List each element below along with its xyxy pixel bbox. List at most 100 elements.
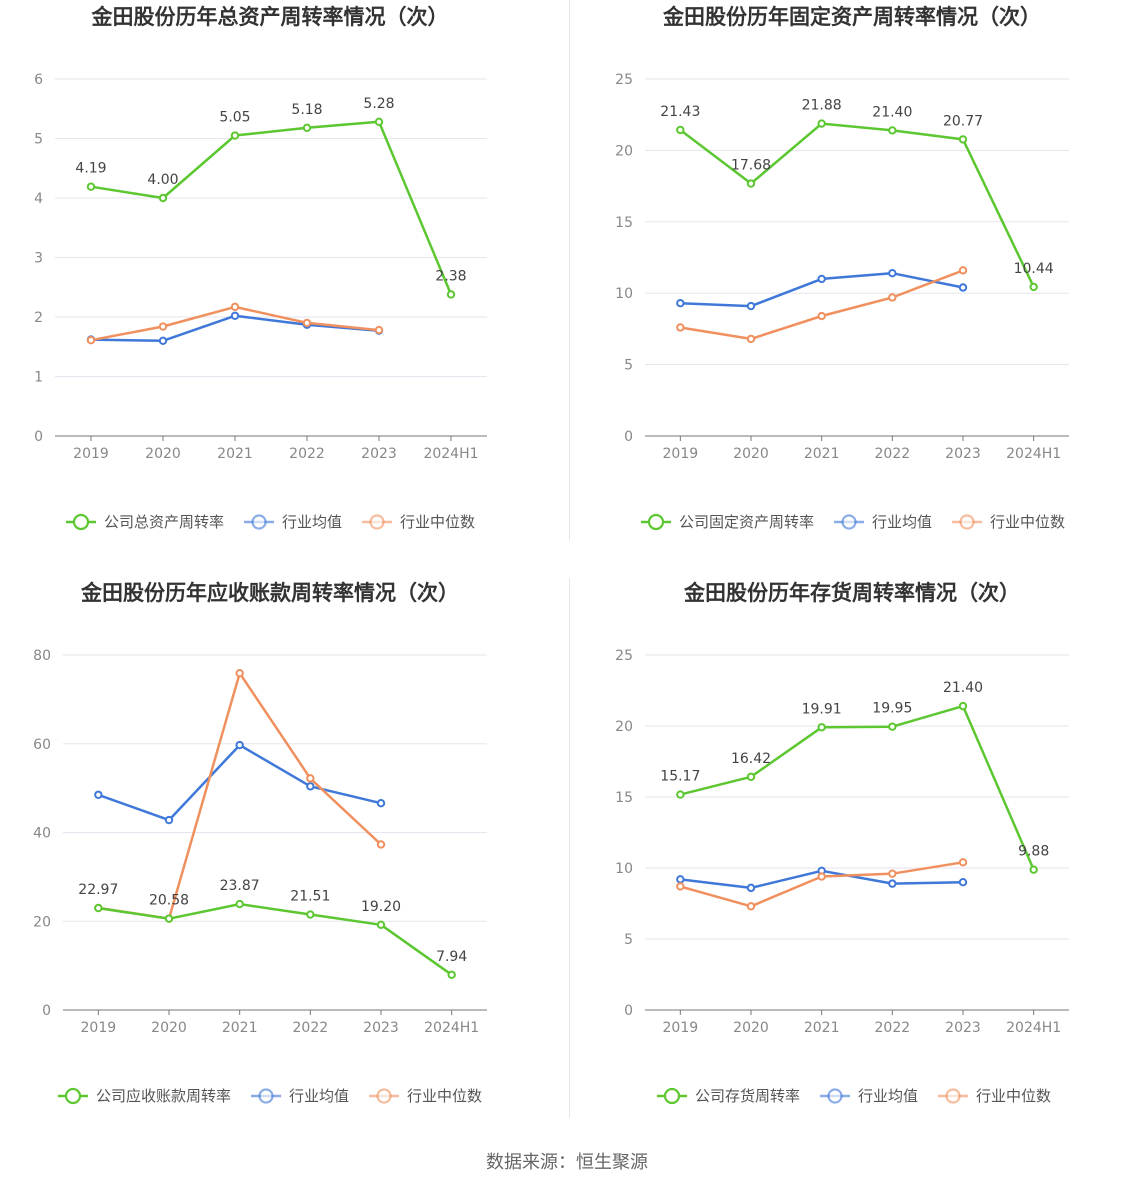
data-point-median — [888, 293, 897, 302]
data-point-median — [746, 334, 756, 344]
data-label: 19.20 — [361, 899, 401, 915]
x-tick-label: 2024H1 — [424, 1020, 479, 1036]
legend-label-company: 公司总资产周转率 — [104, 513, 224, 531]
y-tick-label: 0 — [624, 1003, 633, 1019]
data-point-company — [376, 920, 386, 929]
y-tick-label: 40 — [33, 826, 51, 842]
data-label: 23.87 — [220, 878, 260, 894]
data-point-median — [235, 668, 244, 678]
y-tick-label: 4 — [34, 191, 43, 207]
data-label: 4.19 — [75, 161, 106, 177]
chart-svg-fixed-asset-turnover: 金田股份历年固定资产周转率情况（次） 0 5 10 15 20 25 2019 2020 2021… — [615, 5, 1069, 531]
data-source-footer: 数据来源：恒生聚源 — [486, 1152, 648, 1173]
chart-svg-total-asset-turnover: 金田股份历年总资产周转率情况（次） 0 1 2 3 4 5 6 2019 2020 2021 2022… — [34, 5, 487, 531]
legend-marker-company — [72, 513, 90, 531]
x-tick-label: 2021 — [222, 1020, 258, 1036]
legend-marker-company — [647, 513, 665, 531]
data-point-company — [676, 790, 685, 799]
data-point-company — [158, 193, 168, 203]
legend-marker-company — [663, 1087, 681, 1105]
data-point-median — [817, 311, 826, 321]
y-tick-label: 10 — [615, 861, 633, 877]
x-tick-label: 2023 — [361, 446, 397, 462]
data-label: 16.42 — [731, 751, 771, 767]
y-tick-label: 25 — [615, 72, 633, 88]
legend-marker-median — [959, 514, 975, 530]
data-point-company — [958, 701, 968, 711]
y-tick-label: 20 — [615, 143, 633, 159]
x-tick-label: 2020 — [151, 1020, 187, 1036]
data-point-median — [817, 872, 826, 881]
y-tick-label: 6 — [34, 72, 43, 88]
data-point-company — [1029, 865, 1038, 874]
data-point-mean — [164, 815, 174, 825]
data-label: 19.95 — [872, 701, 912, 717]
data-point-company — [958, 135, 968, 144]
legend-marker-mean — [258, 1088, 274, 1104]
y-tick-label: 0 — [624, 429, 633, 445]
x-tick-label: 2020 — [733, 446, 769, 462]
data-label: 21.40 — [872, 104, 912, 120]
data-point-mean — [676, 298, 685, 308]
chart-svg-receivables-turnover: 金田股份历年应收账款周转率情况（次） 0 20 40 60 80 2019 2020 2021 2… — [33, 581, 487, 1105]
legend-label-median: 行业中位数 — [976, 1087, 1051, 1105]
series-line-mean — [97, 743, 382, 822]
data-point-mean — [746, 883, 756, 893]
data-point-company — [447, 970, 456, 979]
data-point-median — [302, 318, 312, 328]
panel-divider-bottom — [569, 578, 570, 1118]
data-label: 4.00 — [147, 172, 178, 188]
x-tick-label: 2021 — [804, 1020, 840, 1036]
data-label: 21.40 — [943, 680, 983, 696]
chart-title: 金田股份历年总资产周转率情况（次） — [91, 5, 449, 29]
chart-title: 金田股份历年应收账款周转率情况（次） — [80, 581, 459, 605]
chart-panel-total-asset-turnover: 金田股份历年总资产周转率情况（次） 0 1 2 3 4 5 6 2019 2020 2021 2022… — [0, 0, 567, 576]
x-tick-label: 2019 — [663, 1020, 699, 1036]
data-point-company — [164, 914, 174, 923]
data-point-mean — [676, 875, 685, 884]
y-tick-label: 5 — [34, 132, 43, 148]
data-label: 5.05 — [219, 110, 250, 126]
data-point-company — [746, 179, 756, 188]
y-tick-label: 10 — [615, 286, 633, 302]
data-label: 5.18 — [291, 102, 322, 118]
x-tick-label: 2019 — [663, 446, 699, 462]
data-label: 20.58 — [149, 893, 189, 909]
legend-label-median: 行业中位数 — [407, 1087, 482, 1105]
data-point-median — [374, 325, 384, 335]
data-label: 5.28 — [363, 96, 394, 112]
chart-panel-fixed-asset-turnover: 金田股份历年固定资产周转率情况（次） 0 5 10 15 20 25 2019 2020 2021… — [567, 0, 1134, 576]
data-label: 15.17 — [660, 769, 700, 785]
data-point-mean — [958, 283, 968, 292]
legend-label-company: 公司存货周转率 — [695, 1087, 800, 1105]
y-tick-label: 5 — [624, 932, 633, 948]
data-point-mean — [306, 782, 315, 791]
chart-svg-inventory-turnover: 金田股份历年存货周转率情况（次） 0 5 10 15 20 25 2019 2020 2021 20… — [615, 581, 1069, 1105]
legend-label-mean: 行业均值 — [858, 1087, 918, 1105]
y-tick-label: 5 — [624, 358, 633, 374]
data-point-median — [676, 882, 685, 891]
data-point-company — [306, 910, 315, 919]
data-point-company — [302, 123, 312, 132]
legend-marker-mean — [251, 514, 267, 530]
data-point-company — [676, 125, 685, 135]
data-label: 9.88 — [1018, 844, 1049, 860]
legend-label-mean: 行业均值 — [282, 513, 342, 531]
data-label: 21.88 — [802, 98, 842, 114]
legend-label-mean: 行业均值 — [289, 1087, 349, 1105]
y-tick-label: 25 — [615, 648, 633, 664]
data-point-company — [374, 117, 384, 127]
data-label: 22.97 — [78, 882, 118, 898]
data-point-median — [958, 858, 968, 867]
data-point-mean — [230, 311, 240, 321]
x-tick-label: 2021 — [217, 446, 253, 462]
series-line-company — [679, 704, 1035, 871]
x-tick-label: 2022 — [293, 1020, 329, 1036]
data-point-median — [306, 774, 315, 783]
x-tick-label: 2019 — [73, 446, 109, 462]
data-label: 19.91 — [802, 701, 842, 717]
x-tick-label: 2022 — [289, 446, 325, 462]
data-point-company — [817, 119, 826, 128]
series-line-company — [98, 902, 453, 976]
data-label: 20.77 — [943, 113, 983, 129]
